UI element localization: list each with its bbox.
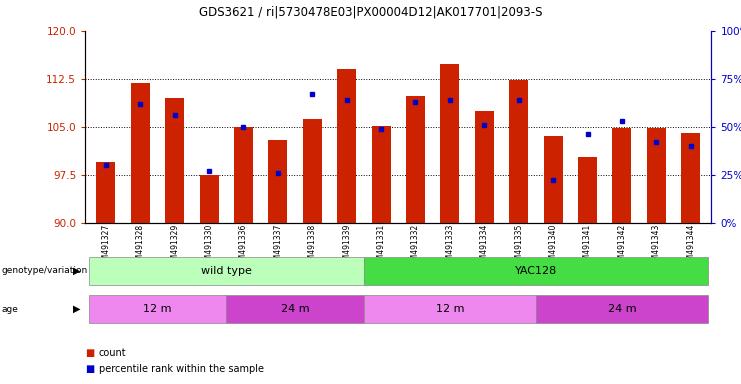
Text: age: age [1,305,19,314]
Text: ▶: ▶ [73,266,80,276]
Bar [96,162,116,223]
Text: GDS3621 / ri|5730478E03|PX00004D12|AK017701|2093-S: GDS3621 / ri|5730478E03|PX00004D12|AK017… [199,6,542,19]
Text: YAC128: YAC128 [515,266,557,276]
Text: 12 m: 12 m [436,304,464,314]
Text: 24 m: 24 m [608,304,637,314]
Bar [337,69,356,223]
Bar [165,98,184,223]
Bar [440,64,459,223]
Bar [89,257,364,285]
Text: 12 m: 12 m [143,304,172,314]
Text: ▶: ▶ [73,304,80,314]
Bar [578,157,597,223]
Bar [199,175,219,223]
Bar [613,128,631,223]
Bar [131,83,150,223]
Bar [364,257,708,285]
Bar [234,127,253,223]
Text: wild type: wild type [201,266,252,276]
Bar [509,80,528,223]
Bar [544,136,562,223]
Text: count: count [99,348,126,358]
Bar [406,96,425,223]
Text: percentile rank within the sample: percentile rank within the sample [99,364,264,374]
Text: 24 m: 24 m [281,304,310,314]
Text: genotype/variation: genotype/variation [1,266,87,275]
Bar [475,111,494,223]
Bar [303,119,322,223]
Bar [681,133,700,223]
Bar [364,295,536,323]
Bar [372,126,391,223]
Bar [226,295,364,323]
Text: ■: ■ [85,348,94,358]
Text: ■: ■ [85,364,94,374]
Bar [647,128,665,223]
Bar [89,295,226,323]
Bar [536,295,708,323]
Bar [268,139,288,223]
